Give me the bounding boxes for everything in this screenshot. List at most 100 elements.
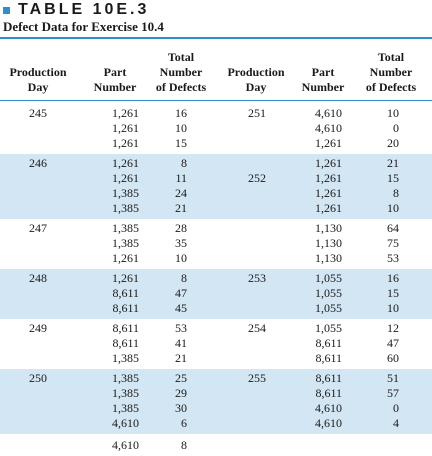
defects-cell: 51	[387, 371, 399, 385]
production-day-cell: 251	[248, 106, 266, 120]
row-group: 247 1,385 28 1,130 64 1,385 35 1,130 75 1,261 10 1,…	[0, 219, 432, 269]
production-day-cell: 249	[29, 321, 47, 335]
part-number-cell: 8,611	[315, 371, 342, 385]
part-number-cell: 1,261	[112, 171, 139, 185]
table-row: 1,261 10 4,610 0	[0, 121, 432, 136]
defects-cell: 29	[175, 386, 187, 400]
part-number-cell: 8,611	[112, 336, 139, 350]
defects-cell: 10	[175, 121, 187, 135]
part-number-cell: 1,261	[112, 121, 139, 135]
defects-cell: 25	[175, 371, 187, 385]
table-body: 245 1,261 16 251 4,610 10 1,261 10 4,610 0 1,261 15…	[0, 101, 432, 434]
part-number-cell: 8,611	[112, 321, 139, 335]
part-number-cell: 1,385	[112, 371, 139, 385]
defects-cell: 28	[175, 221, 187, 235]
part-number-cell: 1,261	[315, 201, 342, 215]
defects-cell: 45	[175, 301, 187, 315]
table-row: 4,610 8	[0, 434, 432, 456]
part-number-cell: 1,261	[112, 136, 139, 150]
defects-cell: 4	[393, 416, 399, 430]
defects-cell: 15	[175, 136, 187, 150]
table-row: 1,385 21 1,261 10	[0, 201, 432, 216]
part-number-cell: 4,610	[315, 121, 342, 135]
part-number-cell: 1,385	[112, 386, 139, 400]
defects-cell: 53	[175, 321, 187, 335]
part-number-cell: 8,611	[315, 351, 342, 365]
defects-cell: 30	[175, 401, 187, 415]
production-day-cell: 250	[29, 371, 47, 385]
table-row: 249 8,611 53 254 1,055 12	[0, 321, 432, 336]
production-day-cell: 248	[29, 271, 47, 285]
table-row: 1,261 11 252 1,261 15	[0, 171, 432, 186]
defects-cell: 10	[387, 201, 399, 215]
table-row: 1,385 35 1,130 75	[0, 236, 432, 251]
part-number-cell: 1,130	[315, 251, 342, 265]
header-production-day-left: Production Day	[9, 65, 67, 94]
part-number-cell: 1,055	[315, 271, 342, 285]
production-day-cell: 255	[248, 371, 266, 385]
defects-cell: 24	[175, 186, 187, 200]
part-number-cell: 4,610	[315, 401, 342, 415]
defects-cell: 75	[387, 236, 399, 250]
defects-cell: 41	[175, 336, 187, 350]
defects-cell: 10	[387, 106, 399, 120]
defects-cell: 60	[387, 351, 399, 365]
table-row: 248 1,261 8 253 1,055 16	[0, 271, 432, 286]
part-number-cell: 8,611	[112, 286, 139, 300]
header-part-number-left: Part Number	[93, 65, 137, 94]
table-row: 1,261 15 1,261 20	[0, 136, 432, 151]
defects-cell: 53	[387, 251, 399, 265]
part-number-cell: 4,610	[112, 438, 139, 452]
table-row: 1,261 10 1,130 53	[0, 251, 432, 266]
part-number-cell: 1,385	[112, 221, 139, 235]
table-row: 1,385 30 4,610 0	[0, 401, 432, 416]
defects-cell: 47	[175, 286, 187, 300]
row-group: 249 8,611 53 254 1,055 12 8,611 41 8,611 47 1,385 2…	[0, 319, 432, 369]
header-part-number-right: Part Number	[301, 65, 345, 94]
part-number-cell: 4,610	[315, 416, 342, 430]
part-number-cell: 1,261	[112, 251, 139, 265]
part-number-cell: 1,385	[112, 236, 139, 250]
row-group: 250 1,385 25 255 8,611 51 1,385 29 8,611 57 1,385 3…	[0, 369, 432, 434]
defects-cell: 8	[393, 186, 399, 200]
table-row: 250 1,385 25 255 8,611 51	[0, 371, 432, 386]
table-row: 8,611 41 8,611 47	[0, 336, 432, 351]
defects-cell: 21	[387, 156, 399, 170]
defects-cell: 10	[387, 301, 399, 315]
part-number-cell: 1,055	[315, 301, 342, 315]
table-row: 8,611 45 1,055 10	[0, 301, 432, 316]
production-day-cell: 246	[29, 156, 47, 170]
table-title-row: TABLE 10E.3	[3, 1, 149, 19]
part-number-cell: 1,261	[112, 156, 139, 170]
table-row: 4,610 6 4,610 4	[0, 416, 432, 431]
part-number-cell: 1,130	[315, 221, 342, 235]
table-row: 246 1,261 8 1,261 21	[0, 156, 432, 171]
top-rule	[0, 37, 432, 39]
part-number-cell: 4,610	[315, 106, 342, 120]
defects-cell: 15	[387, 286, 399, 300]
defects-cell: 35	[175, 236, 187, 250]
table-row: 247 1,385 28 1,130 64	[0, 221, 432, 236]
part-number-cell: 1,385	[112, 186, 139, 200]
part-number-cell: 4,610	[112, 416, 139, 430]
production-day-cell: 252	[248, 171, 266, 185]
defects-cell: 64	[387, 221, 399, 235]
part-number-cell: 1,261	[315, 186, 342, 200]
header-total-defects-right: Total Number of Defects	[365, 50, 417, 94]
part-number-cell: 1,055	[315, 321, 342, 335]
defects-cell: 0	[393, 401, 399, 415]
part-number-cell: 1,385	[112, 201, 139, 215]
table-caption: Defect Data for Exercise 10.4	[3, 19, 164, 34]
row-group: 245 1,261 16 251 4,610 10 1,261 10 4,610 0 1,261 15…	[0, 101, 432, 154]
square-marker-icon	[3, 6, 10, 14]
part-number-cell: 1,261	[315, 156, 342, 170]
part-number-cell: 1,385	[112, 401, 139, 415]
row-group: 248 1,261 8 253 1,055 16 8,611 47 1,055 15 8,611 45…	[0, 269, 432, 319]
defects-cell: 8	[181, 271, 187, 285]
part-number-cell: 1,261	[112, 106, 139, 120]
header-production-day-right: Production Day	[227, 65, 285, 94]
defects-cell: 16	[175, 106, 187, 120]
defects-cell: 21	[175, 351, 187, 365]
table-row: 1,385 29 8,611 57	[0, 386, 432, 401]
